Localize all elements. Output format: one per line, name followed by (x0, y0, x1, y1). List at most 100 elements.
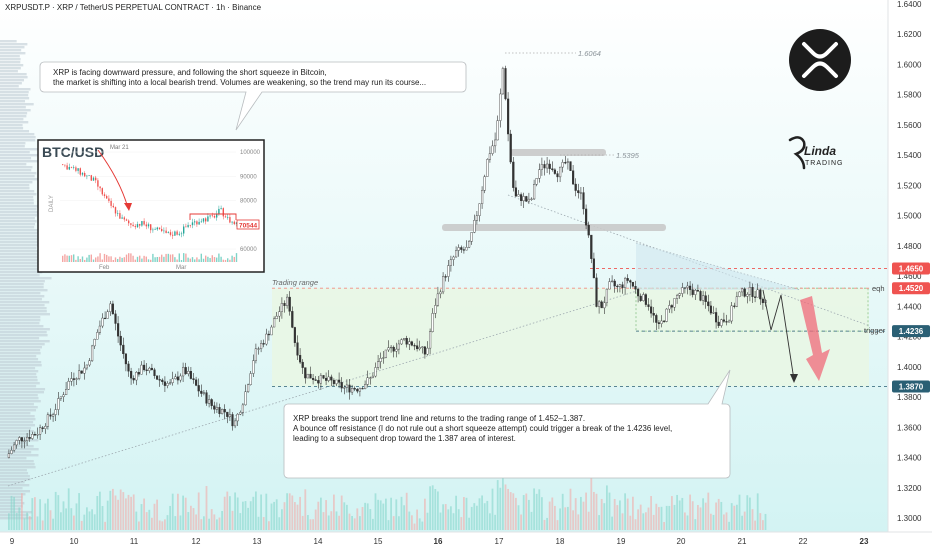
candle-body (181, 367, 185, 377)
candle-body (171, 378, 174, 383)
volume-bar (153, 503, 156, 530)
candle-body (80, 370, 83, 374)
volume-bar (369, 509, 372, 530)
candle-body (444, 276, 447, 278)
volume-bar (356, 508, 359, 530)
inset-volume-bar (185, 253, 187, 262)
volume-profile-bar (0, 265, 51, 268)
inset-candle-body (213, 215, 216, 218)
volume-bar (301, 515, 304, 530)
volume-profile-bar (0, 82, 22, 85)
volume-bar (728, 521, 730, 530)
volume-profile-bar (0, 238, 43, 241)
time-tick-label: 14 (314, 537, 323, 546)
volume-profile-bar (0, 370, 39, 373)
inset-candle-body (125, 219, 128, 221)
candle-body (36, 434, 39, 436)
inset-candle-body (75, 167, 77, 171)
volume-bar (70, 508, 73, 530)
inset-volume-bar (161, 254, 163, 262)
inset-candle-body (134, 226, 136, 228)
volume-bar (457, 509, 460, 530)
inset-y-tick: 60000 (240, 247, 257, 253)
volume-profile-bar (0, 214, 38, 217)
volume-bar (676, 494, 678, 530)
volume-bar (13, 496, 15, 530)
volume-bar (179, 515, 182, 530)
author-logo: Linda TRADING (788, 136, 843, 170)
candle-body (403, 338, 406, 340)
candle-body (348, 384, 351, 393)
volume-profile-bar (0, 211, 42, 214)
inset-candle-body (163, 230, 165, 232)
inset-volume-bar (218, 253, 220, 262)
candle-body (257, 348, 260, 350)
candle-body (158, 379, 161, 381)
volume-profile-bar (0, 271, 43, 274)
volume-bar (764, 513, 767, 530)
volume-bar (730, 503, 733, 530)
candle-body (41, 427, 44, 429)
time-tick-label: 15 (374, 537, 383, 546)
volume-profile-bar (0, 331, 47, 334)
candle-body (514, 187, 517, 197)
candle-body (436, 293, 439, 306)
inset-candle-body (101, 188, 103, 195)
xrp-logo-icon (789, 29, 851, 91)
volume-bar (361, 507, 364, 530)
volume-profile-bar (0, 136, 36, 139)
candle-body (527, 198, 530, 202)
volume-bar (413, 523, 416, 530)
volume-bar (517, 505, 520, 530)
volume-bar (171, 493, 174, 530)
volume-bar (494, 514, 496, 530)
volume-profile-bar (0, 253, 42, 256)
volume-bar (743, 511, 746, 530)
volume-bar (491, 488, 494, 530)
volume-profile-bar (0, 199, 34, 202)
volume-bar (392, 516, 395, 530)
volume-bar (36, 516, 39, 530)
volume-bar (595, 493, 598, 530)
volume-profile-bar (0, 292, 41, 295)
inset-candle-body (209, 215, 211, 217)
volume-bar (725, 512, 728, 530)
inset-arrow (97, 149, 129, 209)
inset-candle-body (172, 234, 174, 236)
volume-bar (593, 491, 595, 530)
inset-volume-bar (202, 258, 205, 262)
candle-body (621, 284, 624, 288)
candle-body (85, 364, 88, 369)
volume-profile-bar (0, 274, 40, 277)
candle-body (246, 384, 250, 392)
volume-bar (57, 495, 60, 530)
candle-body (15, 440, 18, 446)
volume-bar (463, 497, 465, 530)
volume-bar (174, 516, 177, 530)
candle-body (116, 323, 120, 337)
inset-candle-body (66, 165, 68, 170)
volume-bar (561, 493, 564, 530)
inset-volume-bar (143, 255, 145, 262)
volume-bar (93, 514, 96, 530)
volume-bar (673, 504, 676, 530)
candle-body (132, 378, 135, 381)
inset-volume-bar (108, 256, 110, 262)
candle-body (696, 290, 699, 292)
candle-body (153, 369, 156, 376)
volume-profile-bar (0, 85, 19, 88)
candle-body (7, 453, 10, 458)
inset-candle-body (139, 224, 141, 226)
inset-volume-bar (134, 259, 136, 262)
volume-bar (710, 513, 712, 530)
volume-profile-bar (0, 433, 31, 436)
time-tick-label: 13 (253, 537, 262, 546)
volume-bar (88, 511, 91, 530)
inset-candle-body (147, 224, 150, 227)
candle-body (137, 372, 140, 375)
candle-body (194, 379, 198, 386)
candle-body (548, 163, 551, 169)
volume-bar (762, 520, 764, 530)
inset-candle-body (161, 228, 163, 232)
